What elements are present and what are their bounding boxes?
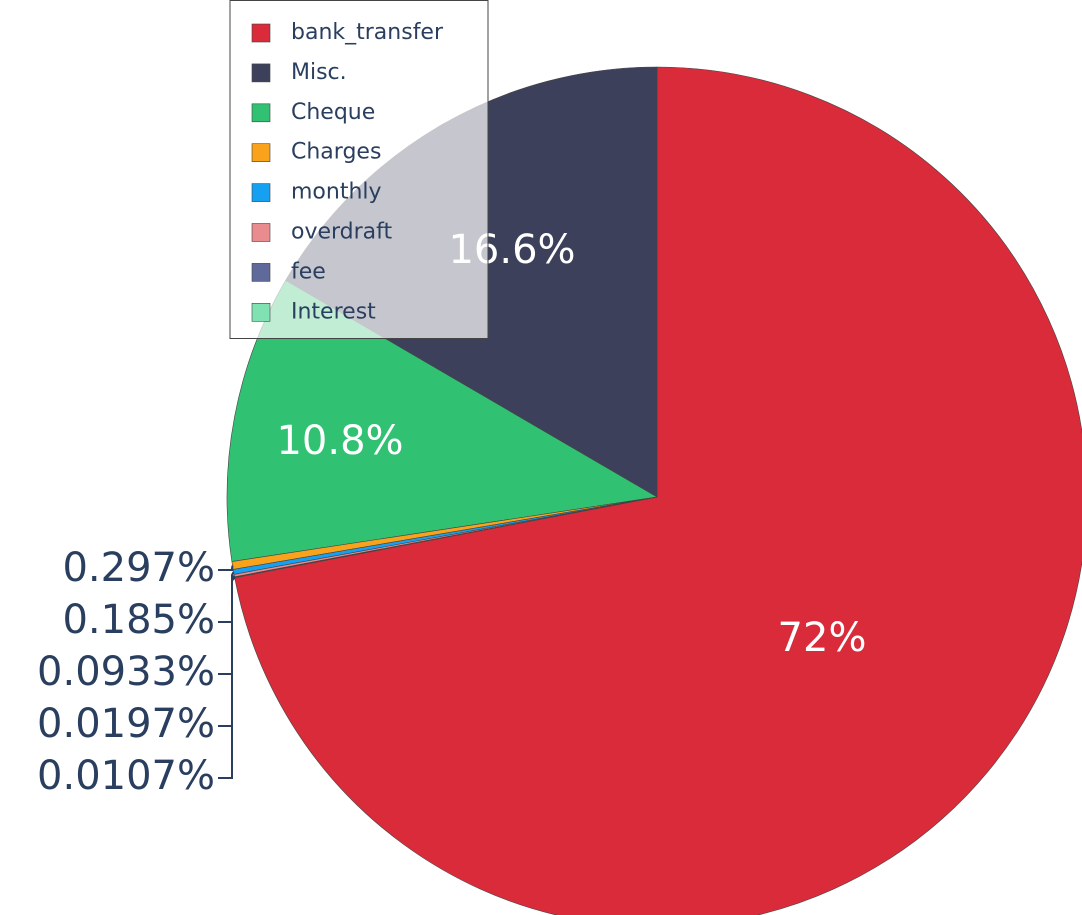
legend-label: monthly bbox=[291, 180, 382, 205]
legend: bank_transfer Misc. Cheque Charges monthly ov… bbox=[229, 0, 489, 339]
legend-swatch bbox=[251, 223, 271, 242]
legend-label: Charges bbox=[291, 140, 381, 165]
leader-line bbox=[218, 576, 236, 779]
legend-swatch bbox=[251, 63, 271, 83]
legend-swatch bbox=[251, 23, 271, 43]
legend-label: Misc. bbox=[291, 60, 347, 85]
slice-label: 0.185% bbox=[62, 597, 215, 643]
legend-swatch bbox=[251, 143, 271, 162]
legend-swatch bbox=[251, 302, 271, 322]
slice-label: 72% bbox=[778, 615, 867, 661]
pie-slice bbox=[234, 66, 1082, 915]
legend-swatch bbox=[251, 183, 271, 202]
legend-swatch bbox=[251, 263, 271, 282]
slice-label: 0.0107% bbox=[37, 753, 215, 799]
legend-label: bank_transfer bbox=[291, 20, 444, 45]
legend-label: overdraft bbox=[291, 220, 393, 245]
legend-label: Cheque bbox=[291, 100, 375, 125]
slice-label: 0.297% bbox=[62, 545, 215, 591]
leader-line bbox=[218, 565, 234, 571]
slice-label: 0.0197% bbox=[37, 701, 215, 747]
slice-label: 0.0933% bbox=[37, 649, 215, 695]
legend-box bbox=[229, 0, 489, 339]
slice-label: 10.8% bbox=[276, 418, 403, 464]
legend-swatch bbox=[251, 103, 271, 123]
legend-label: fee bbox=[291, 259, 326, 284]
legend-label: Interest bbox=[291, 299, 376, 324]
